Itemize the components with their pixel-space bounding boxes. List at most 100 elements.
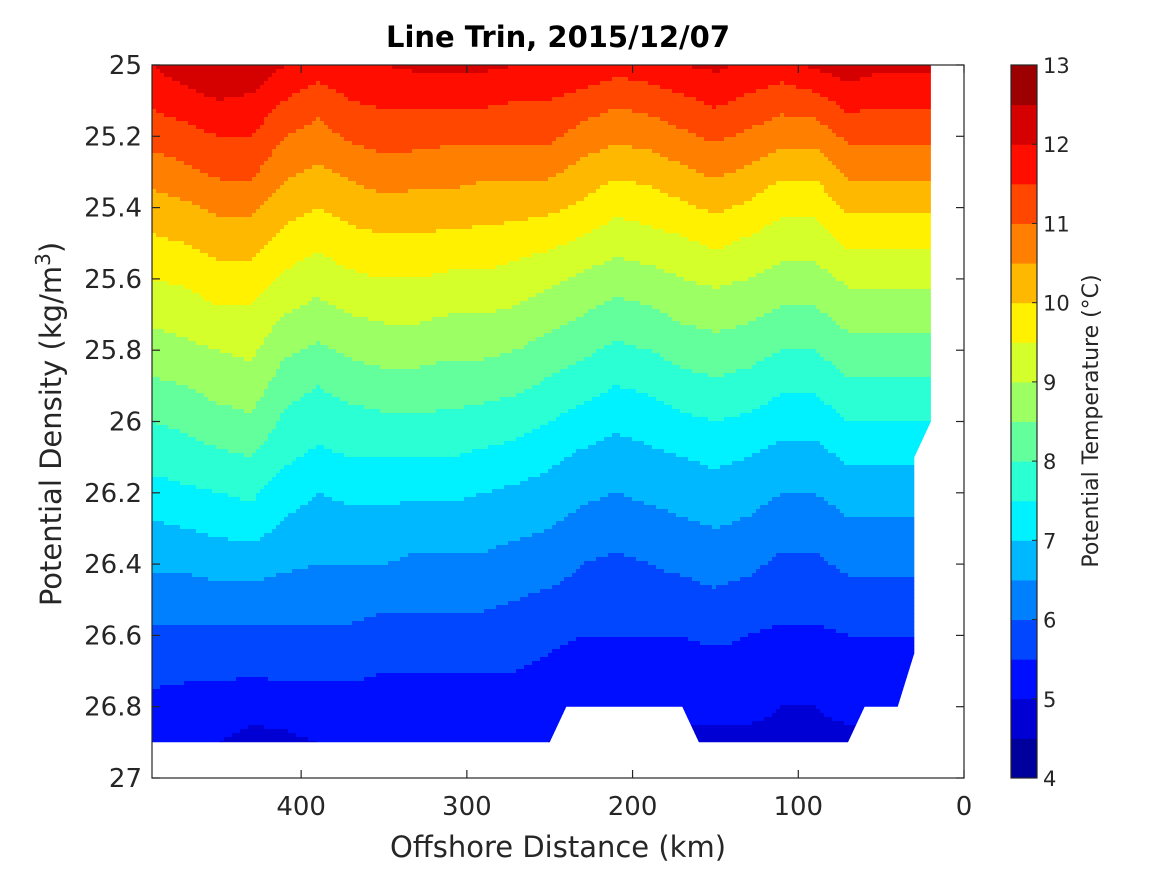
contour-cell: [152, 389, 197, 394]
contour-cell: [820, 397, 931, 402]
contour-cell: [364, 145, 441, 150]
contour-cell: [152, 229, 281, 234]
contour-cell: [184, 681, 931, 686]
contour-cell: [740, 577, 931, 582]
contour-cell: [844, 109, 861, 114]
contour-cell: [552, 97, 697, 102]
contour-cell: [732, 461, 845, 466]
contour-cell: [272, 193, 589, 198]
contour-cell: [824, 557, 931, 562]
contour-cell: [152, 93, 205, 98]
contour-cell: [700, 641, 733, 646]
contour-cell: [152, 349, 221, 354]
contour-cell: [264, 533, 533, 538]
x-tick-label: 200: [608, 792, 658, 822]
contour-cell: [152, 461, 293, 466]
contour-cell: [840, 205, 931, 210]
contour-cell: [160, 377, 273, 382]
contour-cell: [860, 77, 931, 82]
contour-cell: [256, 353, 293, 358]
contour-cell: [652, 305, 781, 310]
contour-cell: [548, 653, 931, 658]
contour-cell: [824, 497, 931, 502]
contour-cell: [232, 733, 297, 738]
contour-cell: [152, 301, 213, 306]
contour-cell: [252, 409, 285, 414]
contour-cell: [420, 365, 569, 370]
contour-cell: [744, 93, 821, 98]
contour-cell: [664, 401, 769, 406]
contour-cell: [684, 277, 749, 282]
contour-cell: [700, 241, 733, 246]
contour-cell: [508, 65, 693, 70]
contour-cell: [624, 217, 781, 222]
contour-cell: [584, 561, 649, 566]
contour-cell: [828, 125, 931, 130]
contour-cell: [708, 245, 725, 250]
contour-cell: [300, 349, 337, 354]
contour-cell: [228, 537, 261, 542]
contour-cell: [596, 557, 637, 562]
contour-cell: [672, 405, 761, 410]
contour-cell: [276, 145, 365, 150]
contour-cell: [660, 309, 773, 314]
contour-cell: [348, 401, 485, 406]
contour-cell: [164, 73, 273, 78]
contour-cell: [752, 573, 849, 578]
contour-cell: [500, 397, 593, 402]
contour-cell: [296, 129, 333, 134]
contour-cell: [772, 713, 825, 718]
contour-cell: [632, 437, 931, 442]
contour-cell: [264, 337, 537, 342]
contour-cell: [272, 477, 529, 482]
contour-cell: [676, 125, 753, 130]
contour-cell: [704, 137, 725, 142]
contour-cell: [280, 273, 369, 278]
contour-cell: [288, 513, 569, 518]
contour-cell: [208, 345, 261, 350]
contour-cell: [440, 145, 609, 150]
contour-cell: [208, 397, 261, 402]
contour-cell: [708, 417, 725, 422]
contour-cell: [212, 489, 261, 494]
contour-cell: [652, 149, 777, 154]
contour-cell: [156, 109, 273, 114]
contour-cell: [780, 349, 817, 354]
contour-cell: [432, 273, 577, 278]
contour-cell: [524, 389, 609, 394]
contour-cell: [684, 93, 745, 98]
contour-cell: [152, 153, 165, 158]
contour-cell: [268, 333, 545, 338]
contour-cell: [240, 729, 289, 734]
contour-cell: [752, 453, 837, 458]
contour-cell: [828, 193, 931, 198]
contour-cell: [308, 449, 333, 454]
contour-cell: [576, 201, 689, 206]
contour-cell: [568, 277, 685, 282]
contour-cell: [152, 373, 277, 378]
contour-cell: [196, 437, 269, 442]
colorbar-band: [1011, 738, 1037, 779]
colorbar-band: [1011, 342, 1037, 383]
contour-cell: [280, 317, 369, 322]
contour-cell: [276, 573, 573, 578]
contour-cell: [152, 413, 281, 418]
contour-cell: [264, 201, 577, 206]
contour-cell: [564, 517, 689, 522]
contour-cell: [252, 177, 289, 182]
contour-cell: [304, 393, 333, 398]
contour-cell: [732, 241, 841, 246]
contour-cell: [764, 357, 825, 362]
contour-cell: [780, 261, 817, 266]
contour-cell: [152, 621, 353, 626]
contour-fill-layer: [152, 65, 931, 743]
contour-cell: [152, 117, 177, 122]
contour-cell: [584, 269, 665, 274]
contour-cell: [284, 181, 357, 186]
contour-cell: [260, 165, 313, 170]
contour-cell: [552, 465, 709, 470]
contour-cell: [736, 325, 841, 330]
x-tick-label: 100: [773, 792, 823, 822]
contour-cell: [516, 669, 931, 674]
contour-cell: [708, 209, 725, 214]
